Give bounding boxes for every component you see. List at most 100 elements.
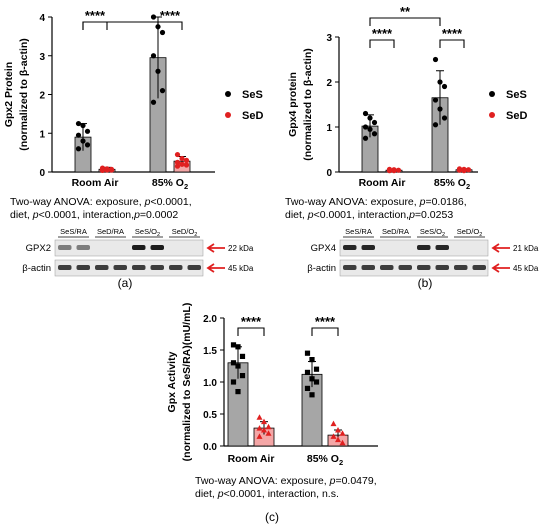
data-point (179, 161, 185, 167)
y-axis-title-line1: Gpx2 Protein (3, 62, 15, 127)
blot-band (361, 245, 375, 250)
data-point (362, 110, 369, 117)
significance-label: **** (241, 314, 262, 329)
blot-band (76, 265, 90, 270)
blot-kda-label: 45 kDa (228, 264, 254, 273)
data-point (108, 167, 115, 173)
significance-bracket-across (369, 17, 441, 26)
data-point (441, 83, 448, 90)
legend-label: SeD (506, 110, 527, 122)
data-point (432, 122, 439, 128)
blot-row-label: β-actin (307, 263, 336, 274)
blot-band (398, 265, 412, 270)
blot-band (132, 245, 146, 250)
blot-band (150, 265, 164, 270)
x-tick-label: Room Air (359, 177, 406, 189)
data-point (150, 53, 157, 59)
data-point (309, 392, 315, 398)
y-tick-label: 2.0 (203, 314, 217, 325)
blot-band (343, 245, 357, 250)
blot-band (150, 245, 164, 250)
significance-bracket (369, 39, 395, 48)
data-point (265, 430, 272, 436)
data-point (239, 373, 246, 379)
blot-lane-label: SeS/RA (345, 227, 372, 236)
data-point (313, 366, 320, 372)
data-point (230, 360, 237, 366)
x-tick-label: 85% O2 (307, 453, 343, 467)
blot-band (58, 265, 72, 270)
data-point (230, 342, 237, 348)
blot-arrow-icon (491, 243, 510, 253)
data-point (84, 142, 91, 148)
blot-strip (54, 239, 204, 257)
legend-marker (489, 112, 495, 118)
data-point (183, 162, 190, 168)
data-point (437, 79, 443, 85)
y-tick-label: 0.0 (203, 442, 217, 453)
significance-bracket (311, 327, 339, 336)
blot-band (95, 265, 109, 270)
blot-lane-label: SeD/RA (382, 227, 409, 236)
data-point (75, 146, 82, 152)
y-tick-label: 1 (39, 129, 45, 140)
blot-arrow-icon (206, 263, 225, 273)
panel-a-stats-line2: diet, p<0.0001, interaction,p=0.0002 (10, 209, 178, 221)
y-axis-title-line1: Gpx4 protein (287, 72, 299, 137)
data-point (335, 436, 341, 443)
x-tick-label: Room Air (228, 453, 275, 465)
data-point (261, 427, 267, 433)
significance-bracket (237, 327, 265, 336)
blot-strip (339, 239, 489, 257)
blot-band (187, 265, 201, 270)
blot-band (435, 265, 449, 270)
significance-bracket (157, 21, 183, 30)
blot-band (417, 245, 431, 250)
blot-band (132, 265, 146, 270)
y-axis-title-line1: Gpx Activity (166, 351, 178, 412)
blot-lane-label: SeS/RA (60, 227, 87, 236)
data-point (174, 159, 181, 165)
significance-bracket-across (82, 21, 159, 30)
y-tick-label: 4 (39, 13, 45, 24)
y-axis-title-line2: (normalized to SeS/RA)(mU/mL) (181, 303, 193, 462)
data-point (235, 344, 241, 350)
panel-a-western-blot: SeS/RA SeD/RA SeS/O2 SeD/O2 GPX2 22 kDa β-acti… (22, 227, 254, 277)
data-point (256, 433, 263, 439)
blot-band (343, 265, 357, 270)
blot-band (417, 265, 431, 270)
significance-label: **** (160, 8, 181, 23)
data-point (309, 376, 315, 382)
data-point (335, 427, 341, 433)
data-point (80, 138, 86, 144)
y-tick-label: 1.0 (203, 378, 217, 389)
blot-band (58, 245, 72, 250)
data-point (179, 155, 185, 162)
blot-band (169, 265, 183, 270)
y-axis-title-line2: (normalized to β-actin) (18, 38, 30, 151)
blot-lane-label: SeS/O2 (420, 227, 445, 238)
data-point (256, 414, 263, 420)
data-point (304, 350, 311, 356)
data-point (99, 167, 106, 174)
data-point (304, 385, 311, 391)
legend-label: SeD (242, 110, 263, 122)
blot-band (361, 265, 375, 270)
data-point (174, 163, 181, 169)
y-tick-label: 3 (39, 52, 45, 63)
x-tick-label: Room Air (72, 177, 119, 189)
data-point (150, 99, 157, 105)
panel-a-chart: 0 1 2 3 4 Gpx2 Protein (normalized to β-actin)… (3, 8, 263, 191)
data-point (261, 418, 267, 425)
data-point (150, 14, 157, 20)
data-point (104, 167, 110, 173)
panel-a-stats-line1: Two-way ANOVA: exposure, p<0.0001, (10, 196, 192, 208)
data-point (159, 88, 166, 94)
panel-c-chart: 0.0 0.5 1.0 1.5 2.0 Gpx Activity (normalized t… (166, 303, 378, 467)
data-point (432, 97, 439, 103)
data-point (461, 168, 467, 174)
blot-band (380, 265, 394, 270)
blot-band (435, 245, 449, 250)
panel-c-stats-line2: diet, p<0.0001, interaction, n.s. (195, 488, 339, 500)
